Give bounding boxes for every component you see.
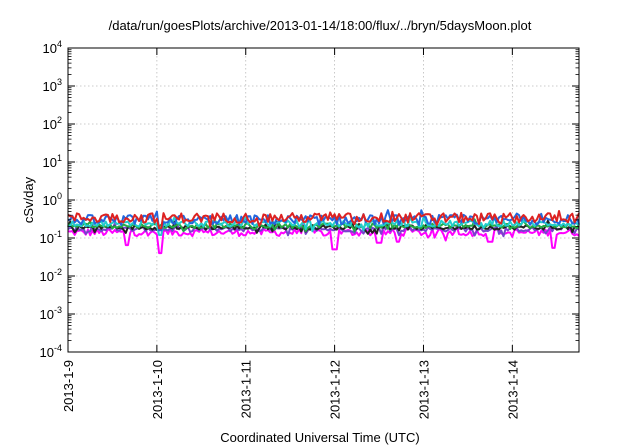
x-tick-label: 2013-1-12: [328, 360, 343, 419]
x-tick-label: 2013-1-13: [416, 360, 431, 419]
axis-ticks: [67, 47, 579, 353]
x-tick-label: 2013-1-10: [150, 360, 165, 419]
x-tick-label: 2013-1-14: [505, 360, 520, 419]
x-tick-labels: 2013-1-9 2013-1-10 2013-1-11 2013-1-12 2013-…: [61, 360, 520, 419]
chart-title: /data/run/goesPlots/archive/2013-01-14/1…: [108, 18, 532, 33]
y-tick-labels: 10-4 10-3 10-2 10-1 100 101 102 103 104: [40, 39, 62, 360]
grid-lines: [68, 48, 579, 352]
y-tick-label: 10-4: [40, 343, 62, 360]
y-tick-label: 10-1: [40, 229, 62, 246]
y-tick-label: 10-3: [40, 305, 62, 322]
y-tick-label: 103: [43, 77, 62, 94]
y-tick-label: 101: [43, 153, 62, 170]
series-lines: [67, 209, 580, 255]
y-tick-label: 100: [43, 191, 62, 208]
x-tick-label: 2013-1-11: [239, 360, 254, 418]
series-line: [67, 219, 580, 235]
y-tick-label: 104: [43, 39, 62, 56]
series-line: [67, 223, 580, 255]
x-tick-label: 2013-1-9: [61, 360, 76, 412]
y-axis-label: cSv/day: [21, 176, 36, 223]
y-tick-label: 10-2: [40, 267, 62, 284]
x-axis-label: Coordinated Universal Time (UTC): [220, 430, 420, 445]
y-tick-label: 102: [43, 115, 62, 132]
series-line: [67, 210, 580, 230]
